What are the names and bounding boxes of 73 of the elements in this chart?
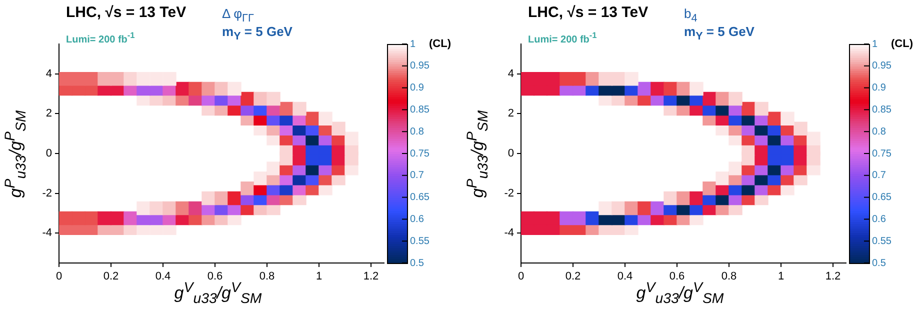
x-tick-label: 0.8 [721,270,737,283]
text: b$_{4}$ [684,6,698,25]
x-tick-label: 0 [518,270,524,283]
point [754,102,768,116]
x-tick-label: 1.2 [825,270,841,283]
y-tick-label: 0 [508,148,514,160]
chart-subtitle: Lumi= 200 fb$^{-1}$ [528,30,597,46]
color-bar-label: 0.6 [410,214,424,225]
chart-subtitle: Lumi= 200 fb$^{-1}$ [66,30,135,46]
x-tick-label: 1 [778,270,784,283]
x-tick-label: 1 [316,270,322,283]
color-bar-label: 0.95 [872,60,892,72]
color-bar-label: 0.8 [872,126,886,138]
color-bar-label: 0.95 [410,60,430,72]
point [292,102,306,116]
color-bar-label: 0.75 [410,148,430,160]
color-bar-title: (CL) [891,38,914,50]
color-bar-label: 0.8 [410,126,424,138]
y-tick-label: -2 [504,187,514,200]
x-tick-label: 0 [56,270,62,283]
x-tick-label: 0.6 [207,270,223,283]
y-tick-label: 2 [46,108,52,120]
point [188,82,202,96]
x-tick-label: 1.2 [363,270,379,283]
color-bar-label: 0.5 [872,258,886,269]
color-bar-label: 0.5 [410,258,424,269]
point [124,211,138,226]
y-tick-label: 0 [46,148,52,160]
point [72,211,86,226]
y-tick-label: 2 [508,108,514,120]
color-bar-label: 0.7 [410,170,424,182]
color-bar-label: 0.7 [872,170,886,182]
color-bar-label: 1 [410,38,416,50]
point [650,82,664,96]
color-bar-label: 0.9 [410,82,424,94]
color-bar-title: (CL) [429,38,452,50]
text: m$_{Y}$ = 5 GeV [684,24,754,43]
color-bar-label: 0.65 [410,192,430,204]
text: Δ φ$_{ΓΓ}$ [222,6,254,25]
point [188,201,202,216]
color-bar-label: 0.85 [872,104,892,116]
point [202,82,216,96]
y-tick-label: -4 [42,227,52,240]
y-tick-label: -4 [504,227,514,240]
point [240,92,254,106]
x-tick-label: 0.4 [617,270,633,283]
chart-title: LHC, √s = 13 TeV [528,4,648,21]
point [176,201,190,216]
point [546,72,560,86]
y-tick-label: 4 [508,68,514,80]
chart-title: LHC, √s = 13 TeV [66,4,186,21]
point [202,191,216,206]
text: m$_{Y}$ = 5 GeV [222,24,292,43]
color-bar-label: 0.85 [410,104,430,116]
color-bar-label: 0.55 [872,236,892,247]
x-tick-label: 0.6 [669,270,685,283]
x-tick-label: 0.2 [103,270,119,283]
y-tick-label: 4 [46,68,52,80]
color-bar-label: 0.6 [872,214,886,225]
color-bar-label: 0.9 [872,82,886,94]
point [84,211,98,226]
point [664,191,678,206]
x-tick-label: 0.8 [259,270,275,283]
color-bar-label: 0.65 [872,192,892,204]
point [228,191,242,206]
point [59,211,72,226]
color-bar-label: 0.55 [410,236,430,247]
y-tick-label: -2 [42,187,52,200]
color-bar-label: 1 [872,38,878,50]
color-bar-label: 0.75 [872,148,892,160]
x-tick-label: 0.4 [155,270,171,283]
point [546,211,560,226]
x-tick-label: 0.2 [565,270,581,283]
